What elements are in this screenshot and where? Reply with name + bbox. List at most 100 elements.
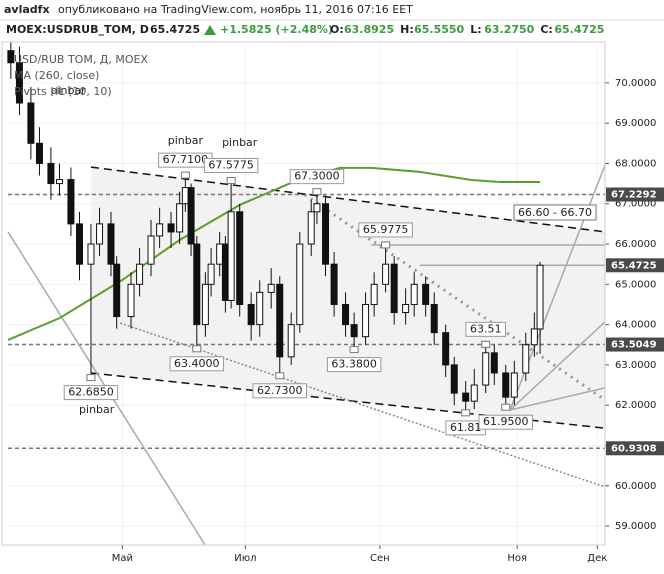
candle-body [267,283,275,293]
level-label: 60.9308 [611,443,657,454]
pivot-box [326,357,382,373]
legend-entry: MA (260, close) [14,69,99,82]
candle-body [7,50,15,64]
pivot-label: 61.81 [450,421,482,434]
pivot-marker [349,346,359,354]
candle-body [176,203,184,233]
y-tick-label: 65.0000 [615,279,656,290]
pivot-box [203,157,259,173]
pivot-marker [481,340,491,348]
candle-body [147,235,155,265]
candle-body [87,243,95,265]
candle-body [247,303,255,326]
candle-body [350,324,358,338]
candle-body [470,384,478,402]
candle-body [181,187,189,205]
pivot-label: 61.9500 [483,415,529,428]
trend-line [509,321,606,411]
pivot-marker [381,241,391,249]
candle-body [156,223,164,237]
ohlc-key: C: [540,23,552,36]
candle-body [490,352,498,374]
y-tick-label: 67.0000 [615,199,656,210]
candle-body [502,372,510,398]
pivot-marker [312,188,322,196]
candle-body [76,223,84,265]
pivot-label: 62.7300 [257,384,303,397]
candle-body [510,372,518,398]
candle-body [287,324,295,358]
legend-entry: Pivots HL (10, 10) [14,85,112,98]
candle-body [55,179,63,185]
pivot-label: 65.9775 [363,223,409,236]
pinbar-label: pinbar [222,136,258,149]
level-label-box [606,441,664,456]
pivot-marker [86,374,96,382]
candle-body [370,283,378,305]
ohlc-key: O: [330,23,344,36]
candle-body [362,303,370,338]
candle-body [256,291,264,326]
candle-body [187,187,195,245]
pivot-marker [192,345,202,353]
candle-body [330,263,338,305]
ohlc-value: 65.4725 [554,23,604,36]
candle-body [430,303,438,334]
candle-body [382,263,390,285]
candle-body [522,344,530,374]
candle-body [136,263,144,285]
candle-body [113,263,121,318]
trend-line [304,193,606,402]
ohlc-key: H: [400,23,414,36]
pivot-marker [275,372,285,380]
candle-body [207,263,215,285]
y-tick-label: 68.0000 [615,158,656,169]
level-label: 67.2292 [611,190,657,201]
ohlc-value: 63.8925 [344,23,394,36]
pivot-box [478,414,533,430]
candle-body [35,142,43,164]
trend-line [509,387,606,411]
candle-body [167,223,175,233]
pivot-label: 63.3800 [331,358,377,371]
candle-body [227,211,235,301]
candle-body [422,283,430,305]
pivot-box [465,321,506,337]
pivot-label: 67.3000 [294,170,340,183]
candle-body [47,162,55,185]
candle-body [276,283,284,358]
pivot-label: 62.6850 [68,386,114,399]
change: +1.5825 (+2.48%) [220,23,333,36]
candle-body [322,203,330,265]
trend-line [90,166,606,233]
candle-body [96,223,104,245]
level-label-box [606,187,664,202]
ohlc-value: 65.5550 [414,23,464,36]
y-tick-label: 63.0000 [615,360,656,371]
pivot-box [358,222,413,238]
pivot-marker [226,176,236,184]
ohlc: O: 63.8925 H: 65.5550 L: 63.2750 C: 65.4725 [330,23,604,36]
y-tick-label: 69.0000 [615,118,656,129]
y-tick-label: 62.0000 [615,400,656,411]
last-price-label: 65.4725 [611,260,657,271]
candle-body [27,102,35,144]
legend-entry: USD/RUB TOM, Д, MOEX [14,53,148,66]
candle-body [296,243,304,326]
x-tick-label: Дек [587,553,607,564]
pivot-marker [501,403,511,411]
author[interactable]: avladfx [4,3,50,16]
x-tick-label: Май [112,553,133,564]
y-tick-label: 59.0000 [615,521,656,532]
last-price: 65.4725 [150,23,200,36]
plot-frame [1,41,606,546]
candle-body [342,303,350,326]
ohlc-value: 63.2750 [484,23,534,36]
candle-body [15,62,23,104]
y-tick-label: 66.0000 [615,239,656,250]
candle-body [402,303,410,314]
range-label: 66.60 - 66.70 [518,206,592,219]
candle-body [482,352,490,386]
